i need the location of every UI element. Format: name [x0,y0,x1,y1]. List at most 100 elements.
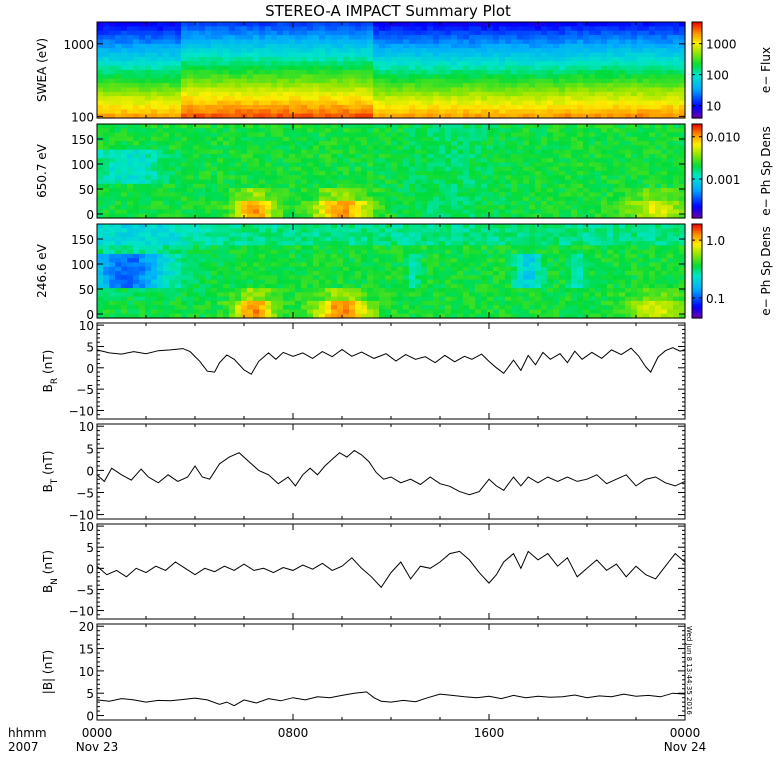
heatmap-cell [139,262,146,268]
heatmap-cell [601,196,608,202]
heatmap-cell [523,65,530,71]
heatmap-cell [661,113,668,119]
heatmap-cell [133,124,140,129]
heatmap-cell [235,141,242,146]
heatmap-cell [595,74,602,80]
heatmap-cell [157,232,164,238]
heatmap-cell [169,96,176,102]
heatmap-cell [109,313,116,319]
heatmap-cell [469,124,476,129]
heatmap-cell [229,128,236,134]
heatmap-cell [379,52,386,58]
heatmap-cell [181,109,188,115]
heatmap-cell [667,132,674,138]
heatmap-cell [223,279,230,285]
heatmap-cell [397,61,404,67]
heatmap-cell [475,83,482,89]
heatmap-cell [289,61,296,67]
heatmap-cell [475,35,482,41]
heatmap-cell [673,179,680,185]
heatmap-cell [247,113,254,119]
heatmap-cell [217,283,224,289]
heatmap-cell [97,109,104,115]
heatmap-cell [373,104,380,110]
heatmap-cell [181,236,188,242]
heatmap-cell [517,128,524,134]
heatmap-cell [199,236,206,242]
heatmap-cell [385,205,392,211]
colorbar-cell [692,58,702,61]
heatmap-cell [601,213,608,219]
heatmap-cell [169,22,176,27]
heatmap-cell [331,22,338,27]
heatmap-cell [649,70,656,75]
heatmap-cell [175,279,182,285]
heatmap-cell [163,83,170,89]
heatmap-cell [247,175,254,181]
heatmap-cell [115,91,122,97]
heatmap-cell [169,56,176,62]
heatmap-cell [217,166,224,172]
heatmap-cell [511,128,518,134]
heatmap-cell [439,205,446,211]
heatmap-cell [325,175,332,181]
heatmap-cell [361,153,368,159]
heatmap-cell [217,87,224,93]
heatmap-cell [661,70,668,75]
heatmap-cell [319,188,326,193]
heatmap-cell [475,192,482,198]
heatmap-cell [613,196,620,202]
heatmap-cell [295,192,302,198]
heatmap-cell [457,56,464,62]
heatmap-cell [127,70,134,75]
heatmap-cell [289,113,296,119]
heatmap-cell [637,74,644,80]
heatmap-cell [157,275,164,281]
heatmap-cell [211,179,218,185]
heatmap-cell [265,104,272,110]
heatmap-cell [355,124,362,129]
heatmap-cell [679,26,686,32]
heatmap-cell [307,136,314,142]
heatmap-cell [601,56,608,62]
heatmap-cell [445,175,452,181]
heatmap-cell [649,91,656,97]
heatmap-cell [325,48,332,54]
heatmap-cell [199,136,206,142]
heatmap-cell [493,74,500,80]
heatmap-cell [679,91,686,97]
heatmap-cell [145,296,152,302]
heatmap-cell [313,175,320,181]
heatmap-cell [283,196,290,202]
heatmap-cell [457,124,464,129]
heatmap-cell [553,48,560,54]
heatmap-cell [181,91,188,97]
heatmap-cell [505,113,512,119]
heatmap-cell [253,132,260,138]
heatmap-cell [133,61,140,67]
heatmap-cell [523,213,530,219]
heatmap-cell [523,39,530,45]
heatmap-cell [205,78,212,84]
heatmap-cell [601,205,608,211]
heatmap-cell [379,56,386,62]
heatmap-cell [379,65,386,71]
heatmap-cell [313,171,320,176]
heatmap-cell [385,26,392,32]
heatmap-cell [637,109,644,115]
heatmap-cell [229,171,236,176]
heatmap-cell [157,228,164,234]
heatmap-cell [463,48,470,54]
heatmap-cell [325,209,332,215]
heatmap-cell [601,91,608,97]
heatmap-cell [181,113,188,119]
heatmap-cell [145,52,152,58]
heatmap-cell [619,48,626,54]
heatmap-cell [109,158,116,164]
heatmap-cell [421,78,428,84]
heatmap-cell [157,158,164,164]
heatmap-cell [379,109,386,115]
heatmap-cell [499,175,506,181]
heatmap-cell [505,48,512,54]
heatmap-cell [499,56,506,62]
